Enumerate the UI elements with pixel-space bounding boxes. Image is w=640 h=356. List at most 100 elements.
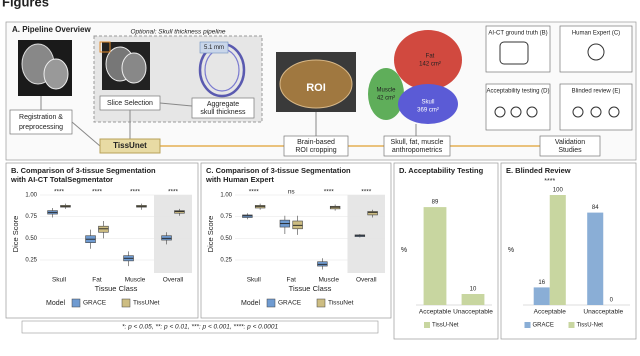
y-tick-label: 0.25: [25, 258, 37, 264]
legend-swatch: [316, 298, 326, 308]
panel: [500, 162, 637, 340]
legend-swatch: [568, 322, 575, 328]
x-tick-label: Muscle: [125, 277, 146, 284]
legend-swatch: [266, 298, 276, 308]
slice-image: [121, 52, 147, 84]
tissue-skull: [398, 84, 458, 124]
person-icon: [590, 106, 602, 118]
expert-icon: [587, 43, 605, 61]
x-tick-label: Unacceptable: [453, 309, 493, 316]
significance: ****: [249, 189, 260, 196]
panel-title: A. Pipeline Overview: [12, 25, 91, 34]
step-label: Registration &: [19, 114, 63, 121]
step-label: ROI cropping: [295, 147, 336, 154]
value-label: 16: [538, 280, 545, 286]
validation-label: Acceptability testing (D): [486, 89, 549, 95]
panel: [200, 162, 392, 319]
bar: [461, 294, 485, 305]
person-icon: [572, 106, 584, 118]
step-label: Slice Selection: [107, 100, 153, 107]
significance: ****: [324, 189, 335, 196]
value-label: 10: [470, 287, 477, 293]
value-label: 84: [592, 205, 599, 211]
step-box: [539, 135, 601, 157]
footnote-box: [21, 320, 379, 334]
x-tick-label: Unacceptable: [583, 309, 623, 316]
significance: ****: [544, 178, 555, 185]
shaded-band: [347, 195, 385, 273]
bar: [549, 195, 566, 305]
legend-label: TissUNet: [133, 300, 160, 307]
person-icon: [526, 106, 538, 118]
value-label: 89: [432, 200, 439, 206]
bar: [587, 212, 604, 305]
panel-title: E. Blinded Review: [506, 166, 571, 175]
page-title: Figures: [2, 0, 49, 9]
measure-box: [199, 41, 229, 54]
y-tick-label: 0.50: [25, 236, 37, 242]
panel-title: D. Acceptability Testing: [399, 166, 484, 175]
legend-label: GRACE: [83, 300, 107, 307]
x-tick-label: Muscle: [318, 277, 339, 284]
x-tick-label: Acceptable: [534, 309, 567, 316]
x-tick-label: Skull: [247, 277, 262, 284]
y-tick-label: 0.75: [25, 214, 37, 220]
validation-label: Blinded review (E): [572, 89, 621, 95]
step-label: anthropometrics: [392, 147, 443, 154]
arrow: [71, 121, 101, 147]
step-label: Validation: [555, 139, 585, 146]
tissue-name: Fat: [426, 54, 435, 60]
significance: ****: [168, 189, 179, 196]
optional-label: Optional: Skull thickness pipeline: [130, 29, 225, 36]
significance: ns: [288, 189, 296, 196]
validation-box: [559, 25, 633, 73]
x-tick-label: Skull: [52, 277, 67, 284]
footnote: *: p < 0.05, **: p < 0.01, ***: p < 0.00…: [122, 324, 279, 331]
step-box: [283, 135, 349, 157]
panel-title: B. Comparison of 3-tissue Segmentation: [11, 166, 156, 175]
legend-title: Model: [46, 300, 66, 307]
tissue-name: Muscle: [376, 88, 396, 94]
step-label: Skull, fat, muscle: [391, 139, 444, 146]
step-label: Brain-based: [297, 139, 335, 146]
step-box: [191, 97, 255, 119]
x-tick-label: Fat: [92, 277, 102, 284]
legend-label: GRACE: [278, 300, 302, 307]
robot-icon: [499, 41, 529, 65]
step-label: Aggregate: [207, 101, 239, 108]
y-tick-label: 1.00: [220, 193, 232, 199]
model-label: TissUnet: [113, 141, 147, 150]
x-axis-label: Tissue Class: [289, 284, 332, 293]
roi-label: ROI: [306, 82, 326, 94]
y-axis-label: %: [508, 247, 514, 254]
measure-label: 5.1 mm: [204, 45, 224, 51]
tissue-muscle: [368, 68, 404, 120]
x-tick-label: Acceptable: [419, 309, 452, 316]
tissue-fat: [394, 30, 462, 90]
significance: ****: [54, 189, 65, 196]
step-label: Studies: [558, 147, 582, 154]
tissue-area: 142 cm²: [419, 62, 441, 68]
step-box: [383, 135, 451, 157]
box: [367, 211, 378, 216]
legend-swatch: [424, 322, 430, 328]
bar: [423, 207, 447, 305]
significance: ****: [130, 189, 141, 196]
tissue-area: 369 cm²: [417, 108, 439, 114]
legend-label: GRACE: [533, 323, 554, 329]
significance: ****: [361, 189, 372, 196]
y-axis-label: Dice Score: [206, 216, 215, 253]
panel-title: C. Comparison of 3-tissue Segmentation: [206, 166, 351, 175]
legend-label: TissuNet: [328, 300, 354, 307]
person-icon: [510, 106, 522, 118]
tissue-area: 42 cm²: [377, 96, 395, 102]
crop-marker: [99, 41, 111, 53]
tissue-name: Skull: [421, 100, 434, 106]
model-box: [99, 138, 161, 154]
panel-title: with Human Expert: [205, 175, 274, 184]
x-axis-label: Tissue Class: [95, 284, 138, 293]
y-axis-label: %: [401, 247, 407, 254]
value-label: 0: [610, 298, 614, 304]
validation-label: AI-CT ground truth (B): [488, 31, 547, 37]
significance: ****: [92, 189, 103, 196]
